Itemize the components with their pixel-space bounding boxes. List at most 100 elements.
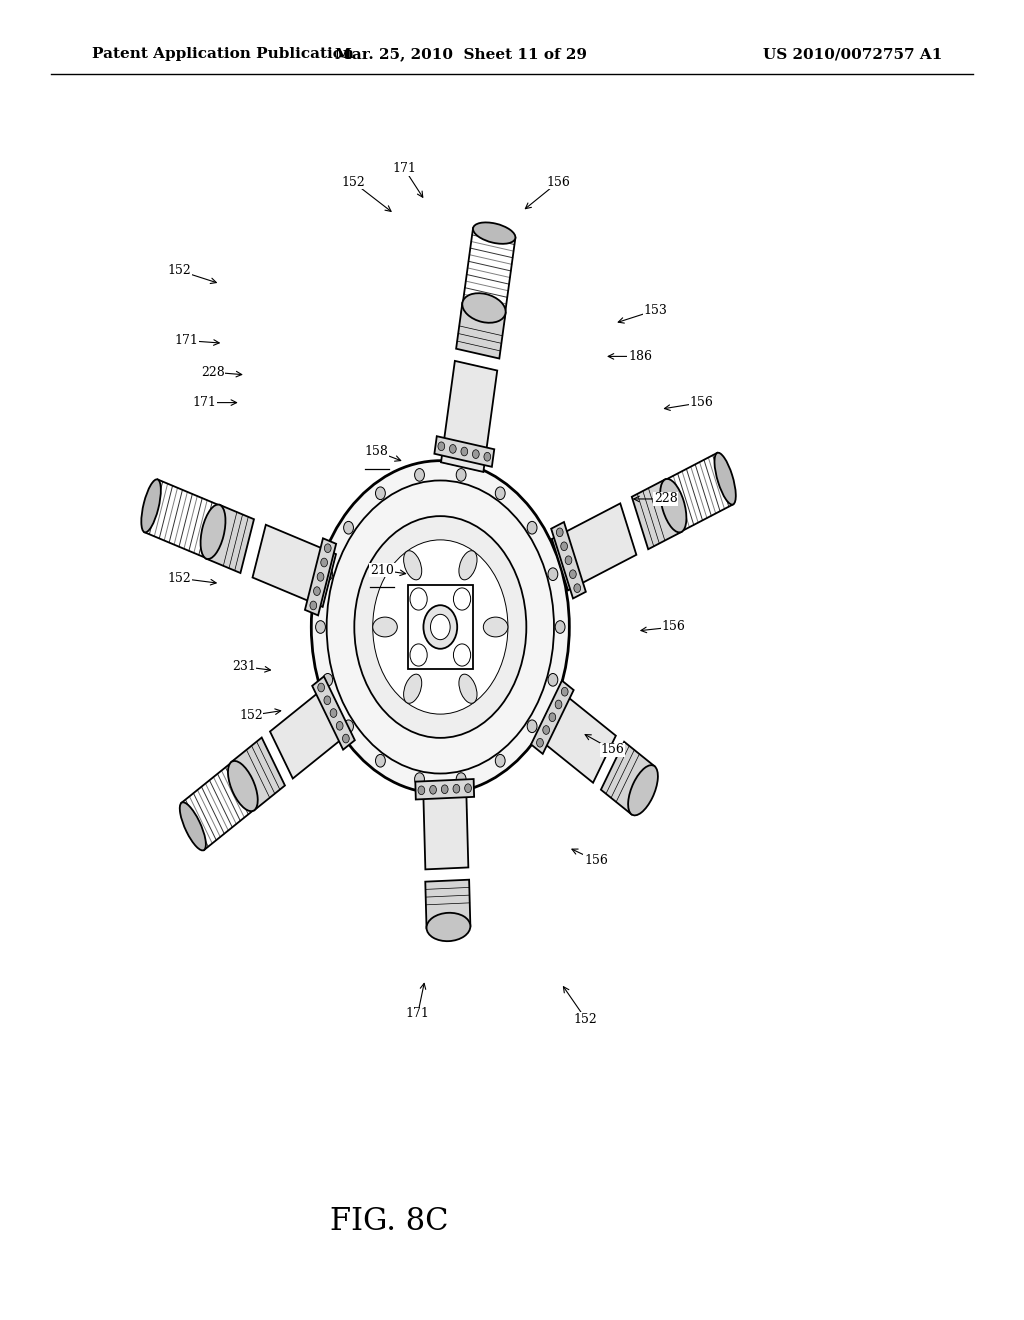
Polygon shape bbox=[552, 503, 636, 590]
Polygon shape bbox=[231, 738, 285, 810]
Circle shape bbox=[537, 738, 544, 747]
Text: 231: 231 bbox=[231, 660, 256, 673]
Text: 152: 152 bbox=[167, 572, 191, 585]
Ellipse shape bbox=[427, 913, 470, 941]
Circle shape bbox=[543, 726, 550, 734]
Circle shape bbox=[325, 544, 331, 553]
Circle shape bbox=[430, 785, 436, 795]
Circle shape bbox=[569, 570, 577, 578]
Text: 152: 152 bbox=[239, 709, 263, 722]
Circle shape bbox=[484, 453, 490, 461]
Circle shape bbox=[430, 614, 451, 640]
Text: 152: 152 bbox=[341, 176, 366, 189]
Polygon shape bbox=[551, 521, 586, 598]
Circle shape bbox=[410, 644, 427, 667]
Circle shape bbox=[472, 450, 479, 458]
Circle shape bbox=[313, 587, 321, 595]
Ellipse shape bbox=[403, 675, 422, 704]
Circle shape bbox=[454, 587, 471, 610]
Ellipse shape bbox=[201, 504, 225, 560]
Circle shape bbox=[561, 543, 567, 550]
Circle shape bbox=[527, 719, 537, 733]
Ellipse shape bbox=[141, 479, 161, 532]
Ellipse shape bbox=[180, 803, 206, 850]
Text: 156: 156 bbox=[689, 396, 714, 409]
Polygon shape bbox=[423, 780, 468, 870]
Text: 156: 156 bbox=[584, 854, 608, 867]
Text: 228: 228 bbox=[653, 492, 678, 506]
Text: 171: 171 bbox=[174, 334, 199, 347]
Text: 156: 156 bbox=[546, 176, 570, 189]
Text: 152: 152 bbox=[573, 1012, 598, 1026]
Ellipse shape bbox=[373, 618, 397, 638]
Polygon shape bbox=[206, 506, 254, 573]
Circle shape bbox=[527, 521, 537, 535]
Polygon shape bbox=[416, 779, 474, 800]
Ellipse shape bbox=[483, 618, 508, 638]
Ellipse shape bbox=[459, 550, 477, 579]
Polygon shape bbox=[434, 436, 495, 467]
Text: 152: 152 bbox=[167, 264, 191, 277]
Circle shape bbox=[457, 469, 466, 482]
Circle shape bbox=[496, 487, 505, 499]
Text: US 2010/0072757 A1: US 2010/0072757 A1 bbox=[763, 48, 942, 61]
Circle shape bbox=[323, 568, 333, 581]
Ellipse shape bbox=[660, 479, 686, 532]
Text: 158: 158 bbox=[365, 445, 389, 458]
Text: 186: 186 bbox=[628, 350, 652, 363]
Circle shape bbox=[323, 673, 333, 686]
Circle shape bbox=[336, 722, 343, 730]
Polygon shape bbox=[632, 479, 682, 549]
Circle shape bbox=[330, 709, 337, 717]
Circle shape bbox=[418, 785, 425, 795]
Text: 210: 210 bbox=[370, 564, 394, 577]
Circle shape bbox=[310, 601, 316, 610]
Circle shape bbox=[376, 755, 385, 767]
Circle shape bbox=[441, 785, 449, 793]
Circle shape bbox=[555, 700, 562, 709]
Text: 171: 171 bbox=[406, 1007, 430, 1020]
Polygon shape bbox=[305, 539, 336, 615]
Circle shape bbox=[376, 487, 385, 499]
Polygon shape bbox=[425, 879, 470, 928]
Circle shape bbox=[315, 620, 326, 634]
Text: Mar. 25, 2010  Sheet 11 of 29: Mar. 25, 2010 Sheet 11 of 29 bbox=[335, 48, 587, 61]
Ellipse shape bbox=[473, 222, 515, 244]
Circle shape bbox=[454, 644, 471, 667]
Text: 156: 156 bbox=[600, 743, 625, 756]
Text: 153: 153 bbox=[643, 304, 668, 317]
Circle shape bbox=[342, 734, 349, 743]
Ellipse shape bbox=[462, 293, 506, 323]
Circle shape bbox=[324, 696, 331, 705]
Polygon shape bbox=[441, 360, 498, 473]
Text: 156: 156 bbox=[662, 620, 686, 634]
Circle shape bbox=[496, 755, 505, 767]
Circle shape bbox=[548, 568, 558, 581]
Circle shape bbox=[561, 688, 568, 696]
Circle shape bbox=[457, 772, 466, 785]
Circle shape bbox=[410, 587, 427, 610]
Polygon shape bbox=[270, 685, 350, 779]
Polygon shape bbox=[536, 689, 615, 783]
Circle shape bbox=[415, 469, 424, 482]
Circle shape bbox=[317, 573, 324, 581]
Circle shape bbox=[450, 445, 457, 453]
Ellipse shape bbox=[403, 550, 422, 579]
Polygon shape bbox=[312, 676, 355, 750]
Circle shape bbox=[565, 556, 571, 565]
Circle shape bbox=[461, 447, 468, 455]
Ellipse shape bbox=[459, 675, 477, 704]
FancyBboxPatch shape bbox=[408, 585, 473, 669]
Circle shape bbox=[573, 583, 581, 593]
Circle shape bbox=[549, 713, 556, 722]
Circle shape bbox=[438, 442, 444, 450]
Text: 171: 171 bbox=[193, 396, 217, 409]
Circle shape bbox=[311, 461, 569, 793]
Circle shape bbox=[415, 772, 424, 785]
Ellipse shape bbox=[628, 766, 657, 816]
Text: Patent Application Publication: Patent Application Publication bbox=[92, 48, 354, 61]
Ellipse shape bbox=[228, 760, 258, 812]
Text: FIG. 8C: FIG. 8C bbox=[330, 1205, 449, 1237]
Circle shape bbox=[354, 516, 526, 738]
Circle shape bbox=[321, 558, 328, 566]
